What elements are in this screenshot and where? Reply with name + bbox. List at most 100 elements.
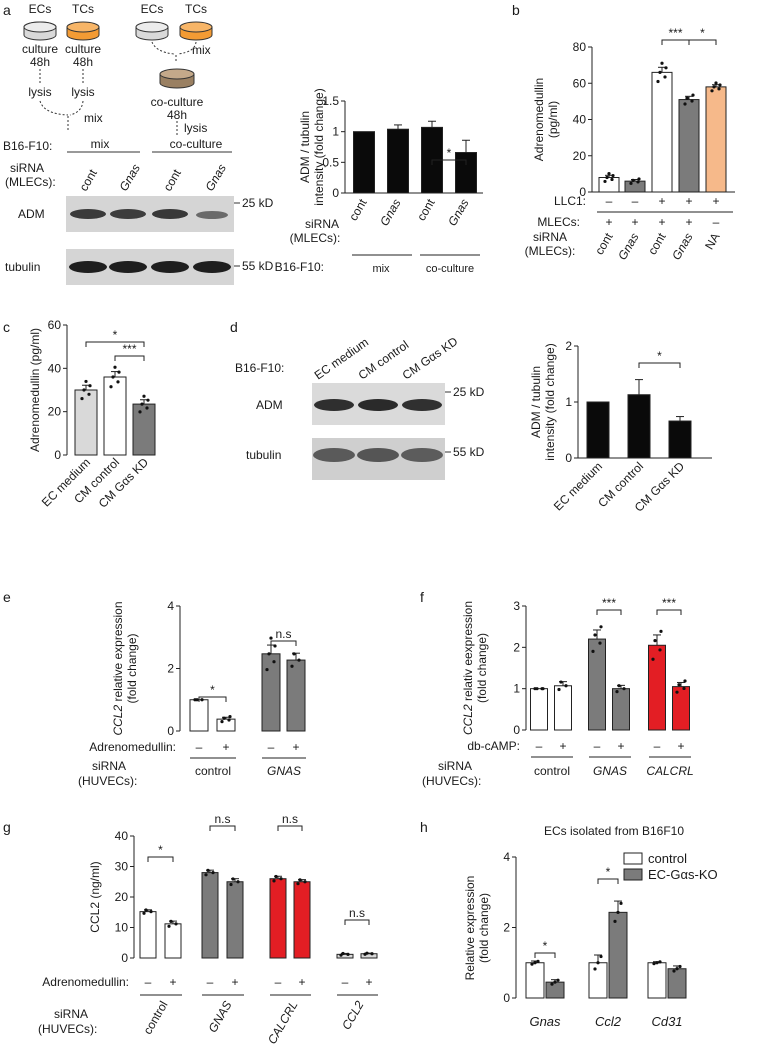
data-point [116,380,120,384]
a-kd-25: 25 kD [242,196,274,210]
data-point [113,365,117,369]
sig-label: * [543,939,548,953]
d-blot-adm [312,383,445,425]
data-point [659,629,663,633]
bar [667,968,687,999]
y-tick-label: 40 [115,829,129,843]
treatment-sign: – [342,975,349,989]
treatment-label: Adrenomedullin: [42,975,129,989]
bar [164,923,182,959]
data-point [714,81,718,85]
data-point [622,687,626,691]
data-point [653,639,657,643]
bar [269,878,287,959]
y-tick-label: 60 [48,318,62,332]
y-tick-label: 0 [513,723,520,737]
data-point [637,177,641,181]
data-point [658,648,662,652]
data-point [279,877,283,881]
data-point [536,959,540,963]
treatment-sign: – [145,975,152,989]
treatment-sign: + [617,739,624,753]
data-point [564,684,568,688]
data-point [111,375,115,379]
data-point [683,679,687,683]
group-label: CALCRL [265,999,301,1047]
treatment-sign: – [536,739,543,753]
a-mix-group-label: mix [91,137,110,151]
sig-label: *** [122,342,136,356]
d-blot-tubulin [312,438,445,480]
data-point [658,960,662,964]
a-lane-3: cont [160,166,184,193]
x-tick-label: Gnas [615,231,641,263]
sig-label: * [158,843,163,857]
y-tick-label: 1 [513,682,520,696]
mlecs-sign: + [685,215,692,229]
llc1-sign: + [658,194,665,208]
y-axis-label: Adrenomedullin [532,78,546,161]
data-point [629,181,633,185]
y-tick-label: 1 [565,395,572,409]
row-label: (MLECs): [525,244,576,258]
y-axis-label: Relative expression [463,876,477,981]
bar [360,953,378,959]
data-point [220,720,224,724]
data-point [651,657,655,661]
y-tick-label: 0 [579,185,586,199]
data-point [682,686,686,691]
data-point [146,398,150,402]
data-point [675,967,679,971]
group-label: GNAS [205,999,234,1035]
x-tick-label: cont [592,230,616,257]
y-tick-label: 20 [48,405,62,419]
chart-e: 0 2 4 CCL2 relative expression (fold change)… [78,599,306,788]
y-axis-label: CCL2 relative expression [111,601,125,735]
treatment-sign: + [222,740,229,754]
culture-label-2: culture [65,42,101,56]
bar [336,953,354,959]
data-point [341,951,345,956]
y-tick-label: 20 [115,890,129,904]
a-sirna-label: siRNA [10,161,44,175]
data-point [169,919,173,923]
d-b16-label: B16-F10: [235,361,284,375]
llc1-sign: – [632,194,639,208]
bar [261,653,281,732]
legend-label: control [648,851,687,866]
data-point [144,908,148,912]
data-point [615,690,619,694]
data-point [603,179,607,184]
d-lane-3: CM Gαs KD [400,334,461,383]
bar [286,659,306,732]
data-point [613,919,617,923]
data-point [617,684,621,688]
y-axis-label: (fold change) [125,633,139,703]
sig-bracket [596,609,622,615]
data-point [290,664,294,668]
chart-title: ECs isolated from B16F10 [544,824,684,838]
row-label: (HUVECs): [78,774,137,788]
treatment-sign: – [654,739,661,753]
llc1-sign: – [606,194,613,208]
mlecs-sign: + [605,215,612,229]
data-point [691,93,695,97]
a-lane-1: cont [76,166,100,193]
mlecs-sign: + [631,215,638,229]
sig-label: *** [668,26,682,40]
sig-label: n.s [214,812,230,826]
data-point [109,385,113,389]
chart-d: 0 1 2 ADM / tubulin intensity (fold change) *… [529,339,712,515]
x-tick-label: Gnas [669,231,695,263]
group-label: control [195,764,231,778]
data-point [660,61,664,65]
treatment-sign: + [677,739,684,753]
data-point [273,644,277,648]
data-point [195,698,199,702]
a-mlecs-label: (MLECs): [5,175,56,189]
data-point [167,924,171,928]
y-tick-label: 2 [167,662,174,676]
bar [139,911,157,959]
y-axis-label: CCL2 (ng/ml) [88,861,102,932]
sig-bracket [661,39,690,45]
